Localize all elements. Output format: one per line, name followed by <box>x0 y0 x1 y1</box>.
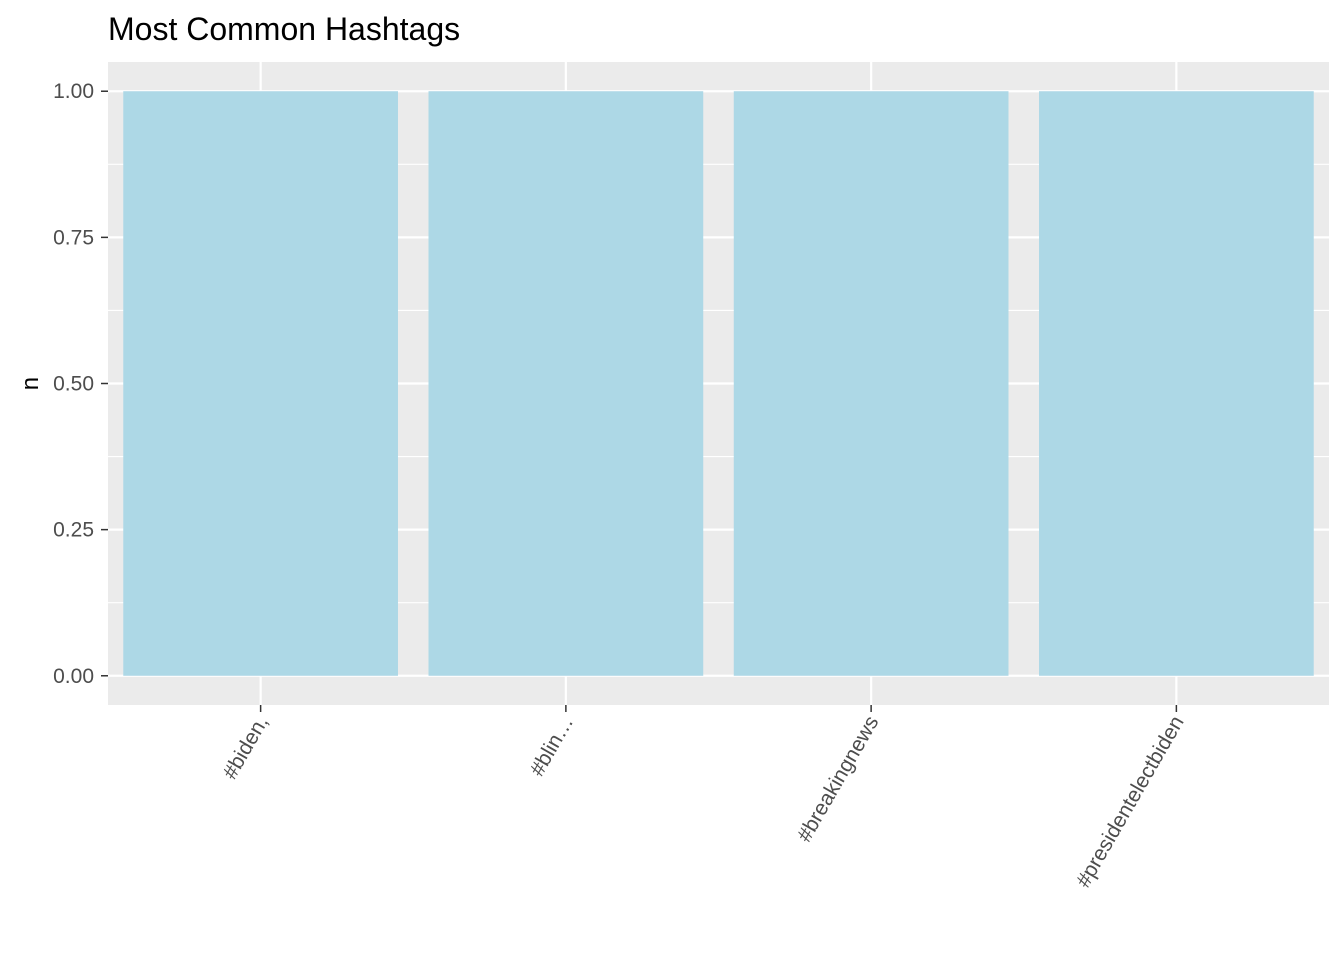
y-tick-label: 0.50 <box>53 373 94 396</box>
y-axis: 0.00 0.25 0.50 0.75 1.00 <box>53 80 108 688</box>
bar-1 <box>428 91 704 676</box>
y-axis-title: n <box>17 377 44 390</box>
y-tick-label: 1.00 <box>53 80 94 103</box>
bar-2 <box>733 91 1009 676</box>
x-tick-label: #biden, <box>219 712 273 783</box>
y-tick-label: 0.75 <box>53 226 94 249</box>
y-tick-label: 0.00 <box>53 665 94 688</box>
y-tick-label: 0.25 <box>53 519 94 542</box>
bar-3 <box>1039 91 1314 676</box>
x-tick-label: #breakingnews <box>793 712 884 846</box>
x-tick-label: #presidentelectbiden <box>1072 712 1189 891</box>
bars <box>123 91 1314 676</box>
bar-0 <box>123 91 398 676</box>
x-axis: #biden, #blin… #breakingnews #presidentelec… <box>219 705 1189 891</box>
x-tick-label: #blin… <box>526 712 579 780</box>
chart-title: Most Common Hashtags <box>108 11 460 47</box>
